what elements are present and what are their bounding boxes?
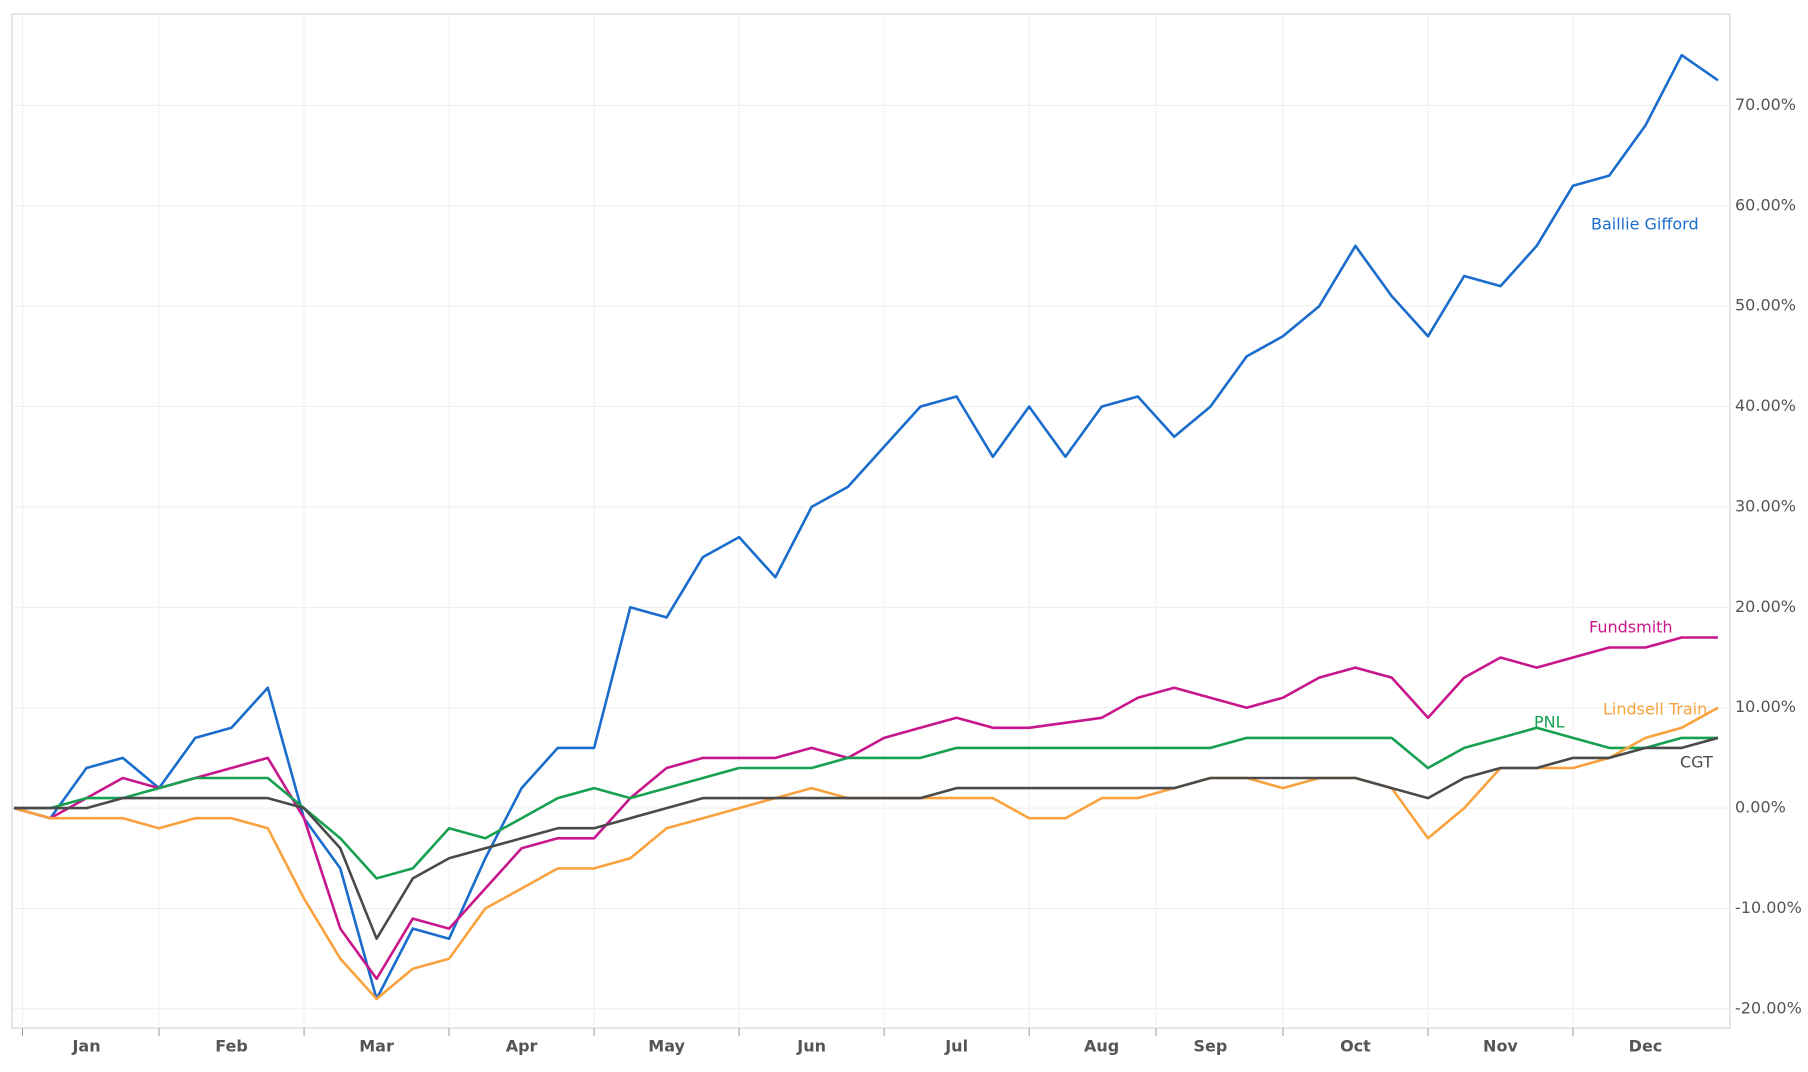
series-label: Lindsell Train <box>1603 700 1707 719</box>
series-line <box>13 706 1719 1001</box>
x-tick-label: Oct <box>1340 1037 1371 1056</box>
x-tick-label: Feb <box>215 1037 248 1056</box>
y-tick-label: 30.00% <box>1735 496 1796 515</box>
y-tick-label: 70.00% <box>1735 95 1796 114</box>
series-line <box>14 726 1718 880</box>
x-tick-label: Nov <box>1483 1037 1518 1056</box>
series-line <box>13 53 1719 1001</box>
x-tick-label: Jul <box>944 1037 968 1056</box>
x-tick-label: Dec <box>1629 1037 1663 1056</box>
y-tick-label: 50.00% <box>1735 296 1796 315</box>
plot-frame <box>11 13 1731 1029</box>
x-tick-label: Aug <box>1084 1037 1119 1056</box>
series-label: CGT <box>1680 753 1713 772</box>
y-tick-label: 10.00% <box>1735 697 1796 716</box>
y-tick-label: 0.00% <box>1735 798 1786 817</box>
series-label: Fundsmith <box>1589 618 1673 637</box>
x-tick-label: Apr <box>506 1037 538 1056</box>
series-line <box>14 736 1719 940</box>
y-tick-label: 40.00% <box>1735 396 1796 415</box>
y-tick-label: 20.00% <box>1735 597 1796 616</box>
series-label: PNL <box>1534 713 1565 732</box>
x-tick-label: Sep <box>1194 1037 1228 1056</box>
x-tick-label: Mar <box>359 1037 394 1056</box>
y-tick-label: -10.00% <box>1735 898 1802 917</box>
series-line <box>13 636 1718 981</box>
y-tick-label: 60.00% <box>1735 195 1796 214</box>
x-tick-label: May <box>648 1037 685 1056</box>
y-tick-label: -20.00% <box>1735 998 1802 1017</box>
x-tick-label: Jan <box>71 1037 100 1056</box>
x-tick-label: Jun <box>796 1037 826 1056</box>
series-label: Baillie Gifford <box>1591 215 1699 234</box>
